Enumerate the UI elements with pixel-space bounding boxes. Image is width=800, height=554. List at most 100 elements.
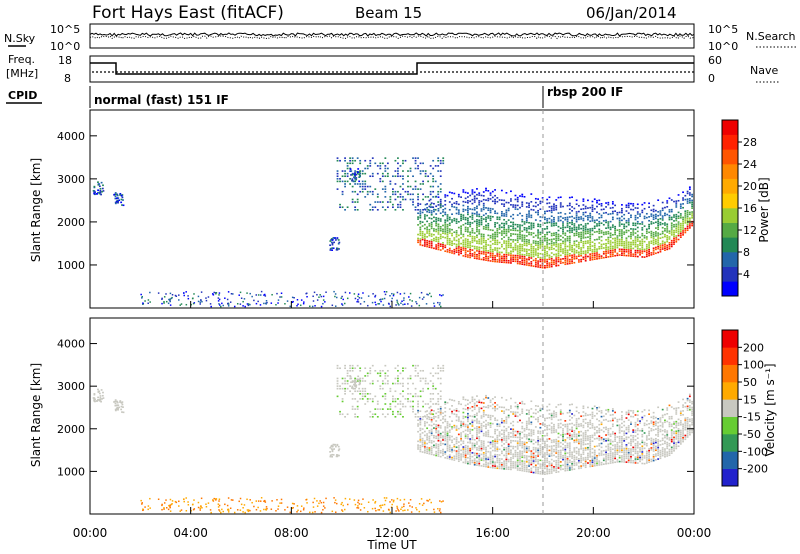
velocity-cell [584,460,587,463]
velocity-cell [591,423,594,425]
velocity-cell [482,434,485,437]
power-cell [679,228,682,231]
power-cell [641,203,644,206]
power-cell [580,260,583,263]
power-cell [331,242,334,245]
power-cell [369,190,372,193]
power-cell [602,223,605,226]
power-cell [562,228,564,231]
velocity-cell [630,434,632,437]
velocity-cell [643,457,646,459]
power-cell [482,195,485,197]
power-cell [577,255,580,257]
power-cell [425,303,428,305]
velocity-cell [510,436,512,438]
power-cell [411,300,413,302]
power-cell [471,191,474,193]
velocity-cell [661,414,664,417]
power-cell [464,251,467,254]
velocity-cell [514,453,517,456]
power-cell [263,302,265,305]
power-cell [371,172,374,175]
velocity-cell [491,422,494,425]
velocity-cell [614,455,617,458]
velocity-cell [512,463,515,465]
power-cell [584,211,587,214]
velocity-cell [480,426,483,429]
velocity-cell [625,444,628,446]
power-cell [244,305,246,308]
velocity-cell [419,421,422,424]
power-cell [634,238,637,240]
power-cell [652,218,655,220]
power-cell [349,162,352,165]
power-cell [121,204,123,206]
power-cell [276,292,278,295]
power-cell [437,246,440,249]
power-cell [516,251,519,253]
velocity-cell [491,445,494,448]
power-cell [675,217,678,220]
velocity-cell [666,436,669,438]
power-cell [550,256,553,258]
power-cell [286,300,289,302]
velocity-cell [634,462,637,464]
velocity-cell [439,436,442,439]
velocity-cell [550,449,553,451]
velocity-cell [652,421,655,424]
power-cell [442,242,444,244]
velocity-cell [462,396,465,398]
velocity-cell [489,466,492,469]
velocity-cell [564,433,567,436]
power-cell [568,225,571,228]
power-cell [636,238,639,240]
velocity-cell [519,457,521,460]
power-cell [577,253,580,255]
power-cell [512,233,515,235]
power-cell [643,217,646,220]
power-cell [559,204,562,206]
power-cell [437,185,440,188]
velocity-cell [618,455,621,457]
velocity-cell [571,428,573,431]
power-cell [371,209,374,211]
velocity-cell [512,445,515,448]
nave-label: Nave [750,64,778,77]
power-cell [686,213,689,216]
power-cell [505,244,508,246]
power-cell [469,235,472,237]
power-cell [419,230,422,233]
velocity-cell [562,437,564,440]
velocity-cell [627,455,630,458]
power-cell [516,235,519,238]
power-cell [507,201,510,204]
velocity-cell [673,438,675,441]
power-cell [322,299,325,301]
velocity-cell [489,447,492,450]
power-cell [197,295,200,298]
velocity-cell [568,469,571,471]
velocity-cell [636,462,639,464]
velocity-cell [621,445,623,448]
power-cell [661,248,664,250]
velocity-cell [616,418,619,421]
velocity-cell [505,456,508,459]
power-cell [489,236,492,239]
power-cell [437,165,440,167]
power-cell [421,244,424,247]
power-cell [514,248,517,251]
power-cell [336,172,339,175]
power-cell [591,254,594,257]
velocity-cell [435,452,438,455]
velocity-cell [670,448,673,451]
velocity-cell [469,401,472,404]
velocity-cell [514,451,517,454]
velocity-cell [455,456,458,458]
power-cell [659,212,662,214]
power-cell [670,239,673,242]
power-cell [439,190,442,193]
power-cell [426,236,429,238]
power-cell [428,209,431,212]
velocity-cell [636,452,639,455]
power-cell [618,242,621,245]
